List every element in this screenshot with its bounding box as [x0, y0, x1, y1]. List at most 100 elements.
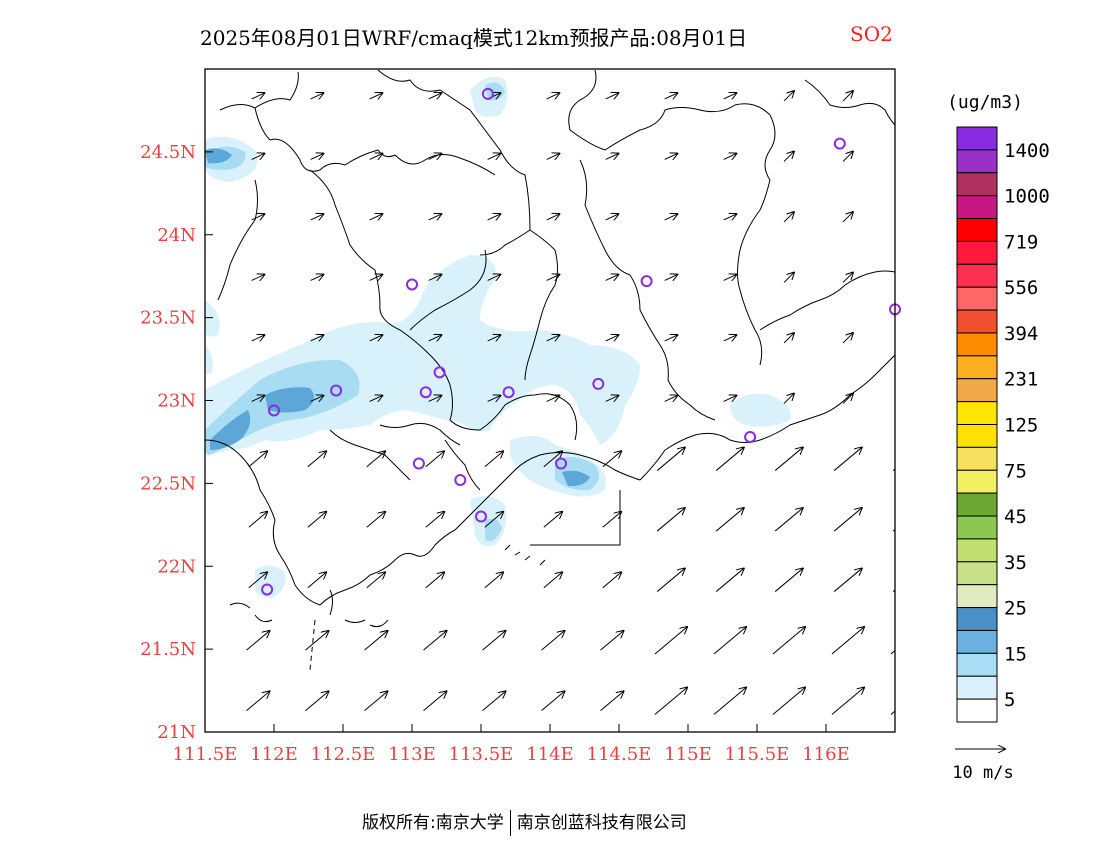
wind-arrow: [902, 152, 912, 162]
wind-arrow: [831, 688, 864, 715]
wind-arrow: [428, 335, 442, 341]
footer-separator: [509, 810, 511, 836]
wind-arrow: [487, 335, 501, 341]
wind-arrow: [602, 512, 621, 528]
legend-label: 231: [1004, 369, 1038, 391]
coastline-layer: [205, 69, 895, 671]
wind-arrow: [902, 273, 912, 283]
wind-arrow: [484, 572, 503, 589]
legend-labels: 1400 1000 719 556 394 231 125 75 45 35 25 15 5: [1004, 140, 1050, 711]
x-tick-label: 113.5E: [449, 744, 514, 765]
wind-arrow: [246, 631, 270, 651]
wind-arrow: [890, 710, 895, 715]
y-tick-label: 22N: [157, 556, 196, 577]
legend-swatch: [956, 607, 998, 631]
wind-arrow: [902, 333, 912, 343]
legend-label: 25: [1004, 598, 1027, 620]
wind-arrow: [774, 508, 803, 532]
legend-label: 125: [1004, 415, 1038, 437]
wind-arrow: [482, 631, 506, 651]
wind-arrow: [428, 214, 442, 220]
station-marker: [475, 510, 487, 523]
title-row: 2025年08月01日WRF/cmaq模式12km预报产品:08月01日 SO2: [0, 22, 1100, 52]
y-tick-label: 23N: [157, 391, 196, 412]
wind-arrow: [783, 333, 794, 344]
legend-swatch: [956, 378, 998, 403]
vector-key-label: 10 m/s: [952, 763, 1013, 783]
wind-arrow: [248, 451, 267, 468]
legend-swatch: [956, 263, 998, 288]
wind-arrow: [605, 93, 619, 99]
wind-arrow: [423, 631, 447, 651]
legend-swatch: [956, 675, 998, 700]
y-tick-label: 24N: [157, 225, 196, 246]
wind-arrow: [366, 451, 385, 468]
vector-key: 10 m/s: [952, 749, 1014, 783]
wind-arrow: [715, 508, 744, 532]
wind-arrow: [369, 154, 383, 160]
wind-arrow: [487, 396, 501, 402]
map-title: 2025年08月01日WRF/cmaq模式12km预报产品:08月01日: [200, 26, 748, 50]
wind-arrow: [656, 447, 685, 471]
wind-arrow: [428, 275, 442, 281]
wind-arrow: [425, 512, 444, 528]
legend-swatch: [956, 355, 998, 380]
x-tick-label: 112E: [250, 744, 298, 765]
x-tick-label: 115.5E: [725, 744, 790, 765]
wind-arrow: [656, 568, 685, 592]
wind-arrow: [546, 154, 560, 160]
station-marker: [330, 384, 343, 397]
legend-swatch: [956, 401, 998, 426]
wind-arrow: [772, 688, 805, 715]
y-tick-label: 21.5N: [140, 639, 196, 660]
wind-arrow: [307, 572, 326, 589]
wind-arrow: [902, 212, 912, 222]
y-tick-label: 21N: [157, 722, 196, 743]
station-marker: [268, 404, 280, 417]
concentration-layer: [205, 76, 791, 598]
copyright-left: 版权所有:南京大学: [362, 813, 504, 833]
wind-arrow: [774, 568, 803, 592]
species-label: SO2: [850, 22, 893, 46]
wind-arrow: [364, 691, 388, 712]
wind-arrow: [713, 688, 746, 715]
legend-swatch: [956, 652, 998, 677]
x-tick-label: 116E: [802, 744, 850, 765]
wind-arrow: [842, 91, 853, 102]
wind-arrow: [543, 512, 562, 528]
station-marker: [502, 386, 515, 399]
wind-arrow: [484, 451, 503, 468]
wind-arrow: [369, 214, 383, 220]
wind-arrow: [307, 451, 326, 468]
wind-arrow: [546, 93, 560, 99]
wind-arrow: [428, 154, 442, 160]
wind-arrow: [656, 508, 685, 532]
station-marker: [406, 278, 418, 291]
x-tick-label: 115E: [664, 744, 712, 765]
wind-arrow: [902, 394, 912, 404]
wind-arrow: [723, 154, 737, 160]
legend-swatch: [956, 469, 998, 494]
station-marker: [833, 137, 846, 150]
legend-swatch: [956, 698, 998, 723]
wind-arrow: [605, 335, 619, 341]
legend-label: 45: [1004, 506, 1027, 528]
wind-arrow: [482, 691, 506, 712]
wind-arrow: [602, 451, 621, 468]
wind-arrow: [541, 631, 565, 651]
wind-arrow: [546, 275, 560, 281]
wind-arrow: [842, 394, 853, 404]
station-marker: [433, 366, 446, 379]
wind-arrow: [305, 691, 329, 712]
wind-arrow: [664, 275, 678, 281]
wind-arrow: [366, 572, 385, 589]
wind-arrow: [902, 91, 912, 101]
wind-arrow: [487, 214, 501, 220]
wind-arrow: [842, 152, 853, 162]
y-tick-label: 24.5N: [140, 142, 196, 163]
wind-arrow: [310, 214, 324, 220]
legend-label: 1400: [1004, 140, 1050, 162]
wind-arrow: [783, 212, 794, 223]
wind-arrow: [428, 93, 442, 99]
legend-swatch: [956, 126, 998, 151]
